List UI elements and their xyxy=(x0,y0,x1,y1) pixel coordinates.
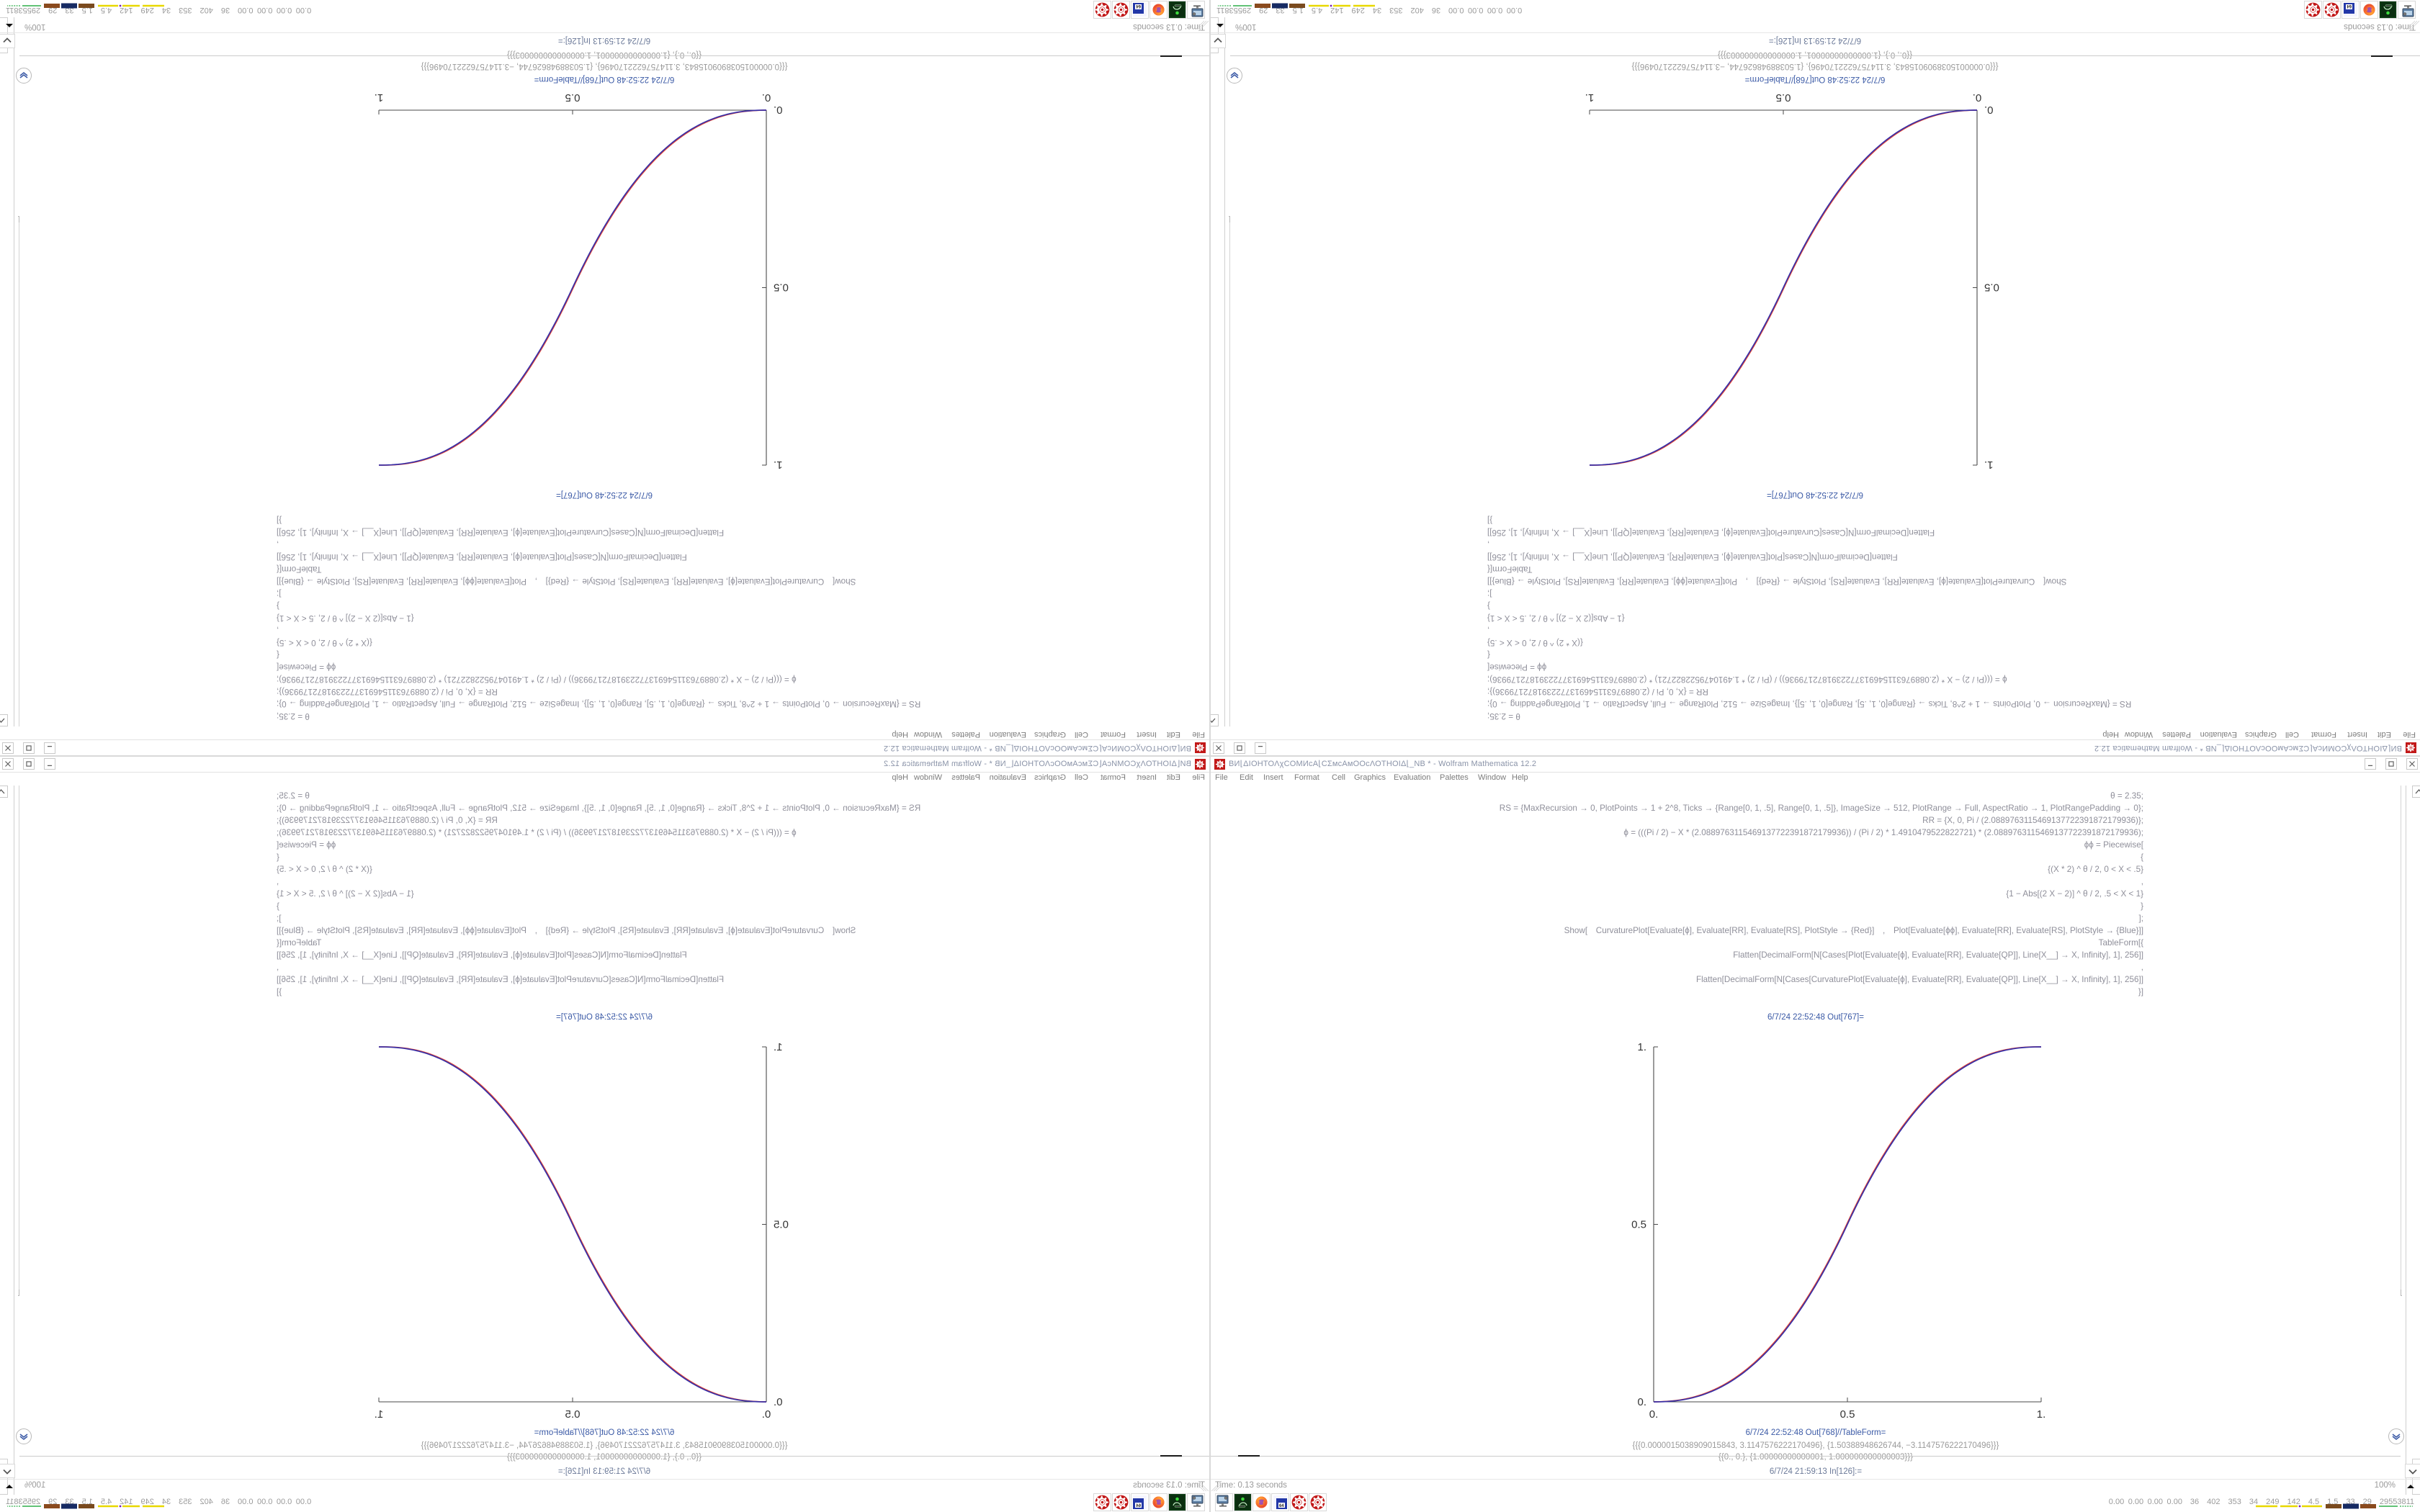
svg-text:64: 64 xyxy=(1136,4,1141,8)
svg-text:0.5: 0.5 xyxy=(1984,282,1999,294)
svg-text:0.: 0. xyxy=(1973,91,1982,104)
svg-text:0.5: 0.5 xyxy=(1631,1219,1646,1231)
svg-text:0.: 0. xyxy=(1649,1408,1659,1421)
svg-text:1.: 1. xyxy=(774,1041,783,1053)
svg-text:64: 64 xyxy=(1279,1504,1284,1508)
svg-text:1.: 1. xyxy=(1984,459,1994,471)
svg-text:0.: 0. xyxy=(1984,104,1994,116)
svg-text:1.: 1. xyxy=(774,459,783,471)
svg-text:0.5: 0.5 xyxy=(774,1219,789,1231)
svg-text:0.5: 0.5 xyxy=(774,282,789,294)
svg-text:0.5: 0.5 xyxy=(565,91,581,104)
svg-text:0.5: 0.5 xyxy=(565,1408,581,1421)
svg-text:0.5: 0.5 xyxy=(1776,91,1791,104)
svg-text:64: 64 xyxy=(1136,1504,1141,1508)
svg-text:1.: 1. xyxy=(1585,91,1595,104)
svg-text:0.: 0. xyxy=(762,91,771,104)
svg-text:1.: 1. xyxy=(2037,1408,2046,1421)
svg-text:0.: 0. xyxy=(762,1408,771,1421)
svg-text:0.: 0. xyxy=(1637,1396,1646,1408)
svg-text:0.: 0. xyxy=(774,104,783,116)
svg-text:1.: 1. xyxy=(375,1408,384,1421)
svg-text:0.: 0. xyxy=(774,1396,783,1408)
svg-text:0.5: 0.5 xyxy=(1840,1408,1855,1421)
svg-text:1.: 1. xyxy=(375,91,384,104)
svg-text:1.: 1. xyxy=(1637,1041,1646,1053)
svg-text:64: 64 xyxy=(2347,4,2352,8)
